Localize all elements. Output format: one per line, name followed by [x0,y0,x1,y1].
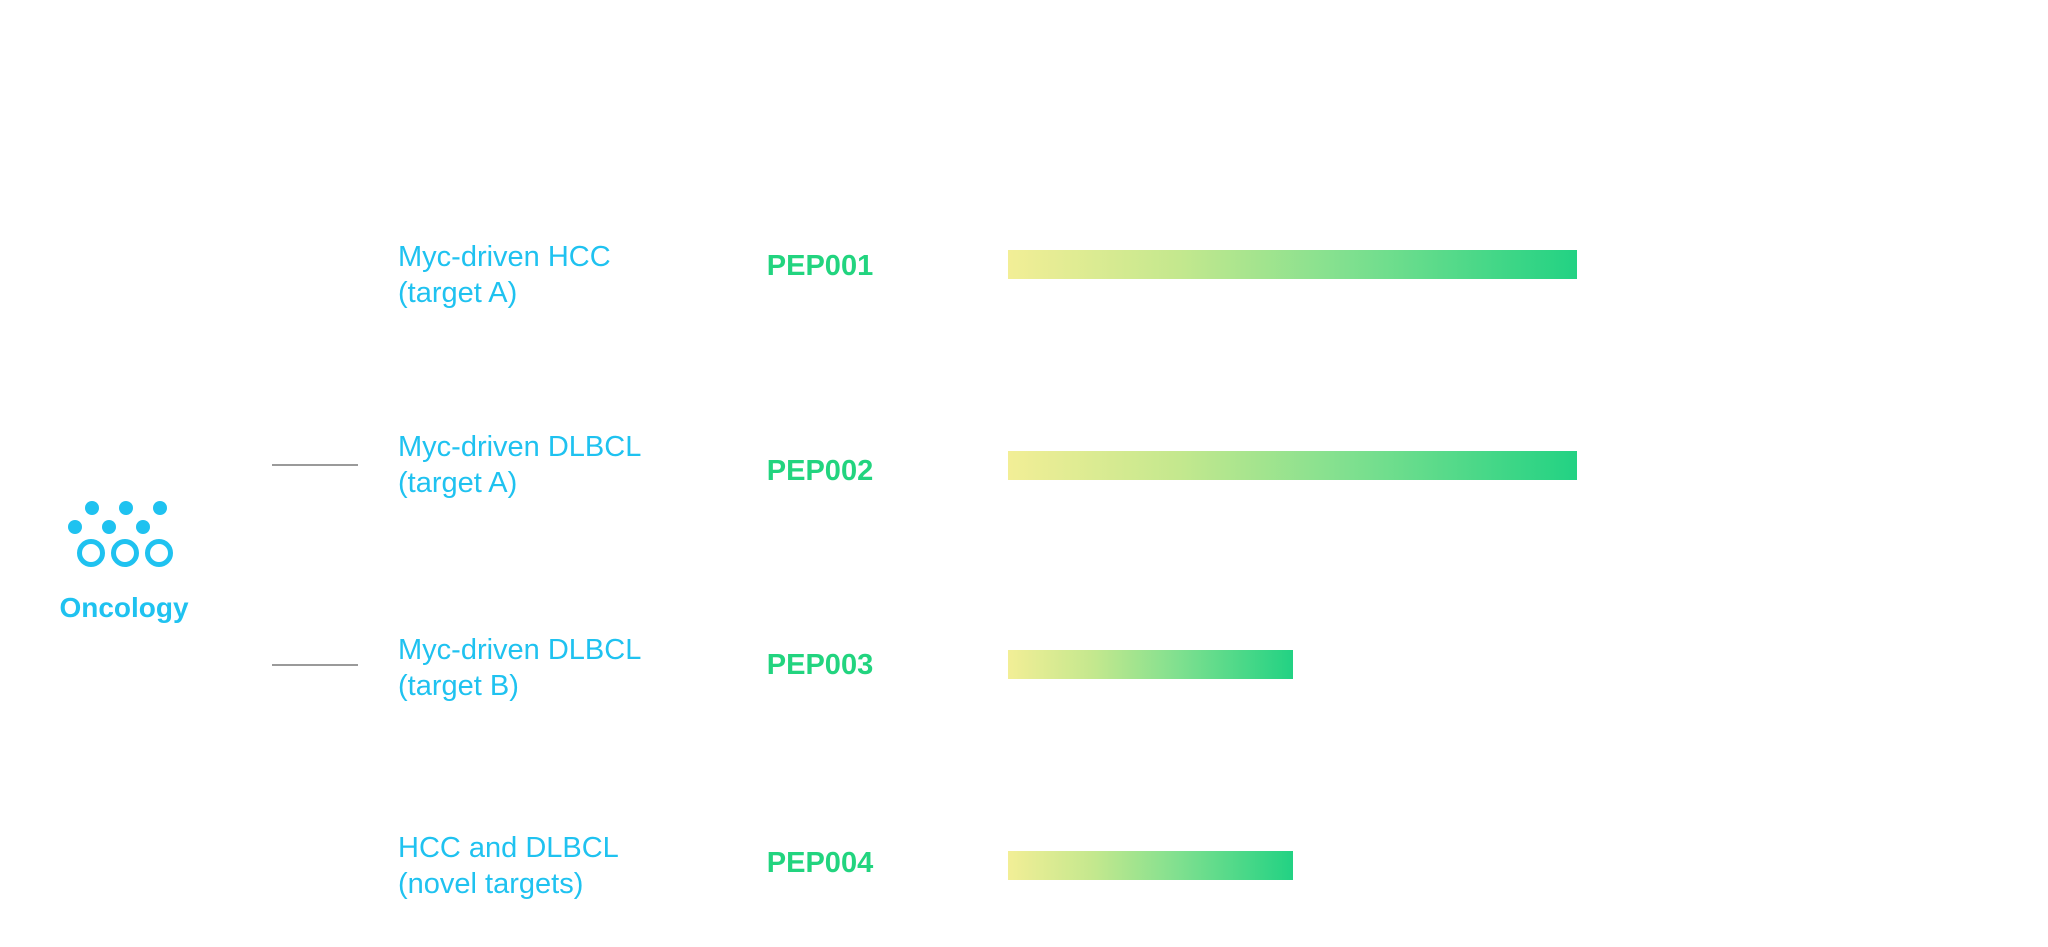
indication-line: Myc-driven DLBCL [398,634,642,666]
indication-line: (novel targets) [398,868,584,900]
indication-line: Myc-driven HCC [398,241,611,273]
progress-bar [1008,451,1577,480]
program-name: PEP003 [766,649,874,681]
progress-bar [1008,650,1293,679]
progress-bar [1008,851,1293,880]
program-name: PEP004 [766,847,874,879]
therapeutic-area-label: Oncology [59,592,189,623]
program-name: PEP001 [766,250,874,282]
indication-label: Myc-driven DLBCL (target A) [398,429,718,501]
connector-line [272,664,358,666]
indication-label: Myc-driven HCC (target A) [398,239,718,311]
oncology-icon [68,501,173,567]
indication-line: HCC and DLBCL [398,832,619,864]
progress-bar [1008,250,1577,279]
indication-label: HCC and DLBCL (novel targets) [398,830,718,902]
indication-line: (target A) [398,277,518,309]
indication-line: Myc-driven DLBCL [398,431,642,463]
program-name: PEP002 [766,455,874,487]
connector-line [272,464,358,466]
indication-label: Myc-driven DLBCL (target B) [398,632,718,704]
indication-line: (target B) [398,670,519,702]
indication-line: (target A) [398,467,518,499]
